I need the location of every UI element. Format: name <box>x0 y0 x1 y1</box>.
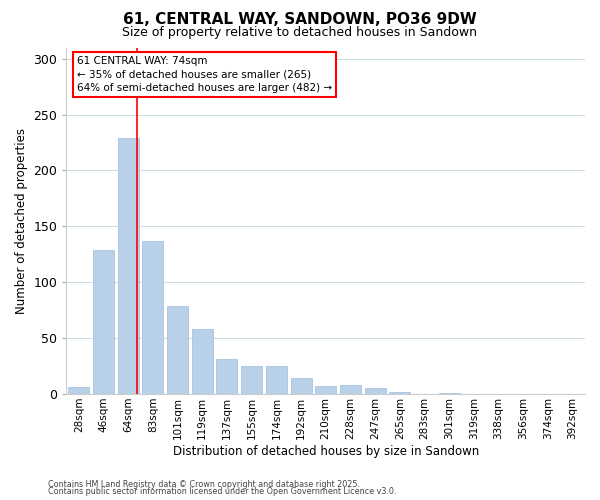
Text: Size of property relative to detached houses in Sandown: Size of property relative to detached ho… <box>122 26 478 39</box>
Text: Contains HM Land Registry data © Crown copyright and database right 2025.: Contains HM Land Registry data © Crown c… <box>48 480 360 489</box>
Bar <box>118 138 139 394</box>
Bar <box>315 386 336 394</box>
Bar <box>217 360 238 394</box>
Bar <box>192 329 213 394</box>
Bar <box>266 366 287 394</box>
Bar <box>142 241 163 394</box>
Y-axis label: Number of detached properties: Number of detached properties <box>15 128 28 314</box>
Text: Contains public sector information licensed under the Open Government Licence v3: Contains public sector information licen… <box>48 487 397 496</box>
Bar <box>389 392 410 394</box>
Bar <box>439 393 460 394</box>
Bar <box>93 250 114 394</box>
Bar <box>68 388 89 394</box>
Bar <box>365 388 386 394</box>
Text: 61 CENTRAL WAY: 74sqm
← 35% of detached houses are smaller (265)
64% of semi-det: 61 CENTRAL WAY: 74sqm ← 35% of detached … <box>77 56 332 92</box>
Bar <box>167 306 188 394</box>
Bar <box>340 385 361 394</box>
Text: 61, CENTRAL WAY, SANDOWN, PO36 9DW: 61, CENTRAL WAY, SANDOWN, PO36 9DW <box>123 12 477 28</box>
Bar <box>241 366 262 394</box>
Bar <box>290 378 311 394</box>
X-axis label: Distribution of detached houses by size in Sandown: Distribution of detached houses by size … <box>173 444 479 458</box>
